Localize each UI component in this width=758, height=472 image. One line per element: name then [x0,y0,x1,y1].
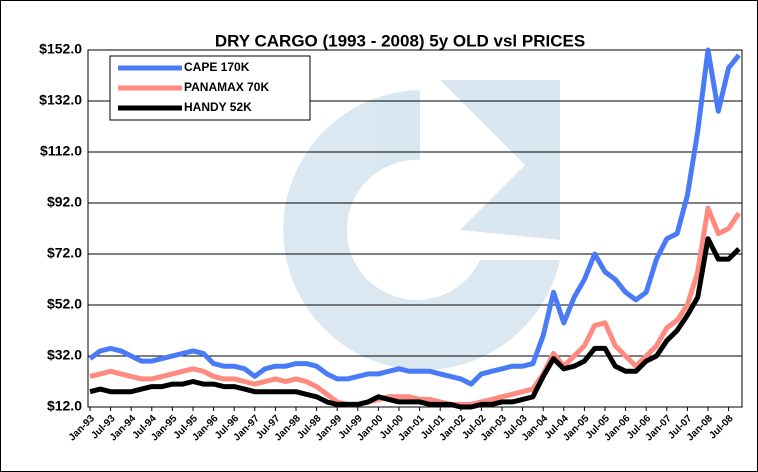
series-line [89,236,741,410]
y-tick-label: $52.0 [47,296,82,312]
y-tick-label: $152.0 [39,41,82,57]
legend: CAPE 170K PANAMAX 70K HANDY 52K [109,55,311,121]
y-tick-label: $92.0 [47,194,82,210]
series-line [88,47,741,387]
y-tick-label: $72.0 [47,245,82,261]
y-tick-label: $112.0 [40,143,82,159]
y-tick-label: $12.0 [47,398,82,414]
chart-title: DRY CARGO (1993 - 2008) 5y OLD vsl PRICE… [215,31,585,50]
watermark [283,80,560,370]
legend-label: CAPE 170K [184,60,250,74]
legend-label: PANAMAX 70K [184,80,269,94]
y-tick-label: $132.0 [39,92,82,108]
legend-label: HANDY 52K [184,100,252,114]
series-line [89,205,741,407]
y-tick-label: $32.0 [47,347,82,363]
